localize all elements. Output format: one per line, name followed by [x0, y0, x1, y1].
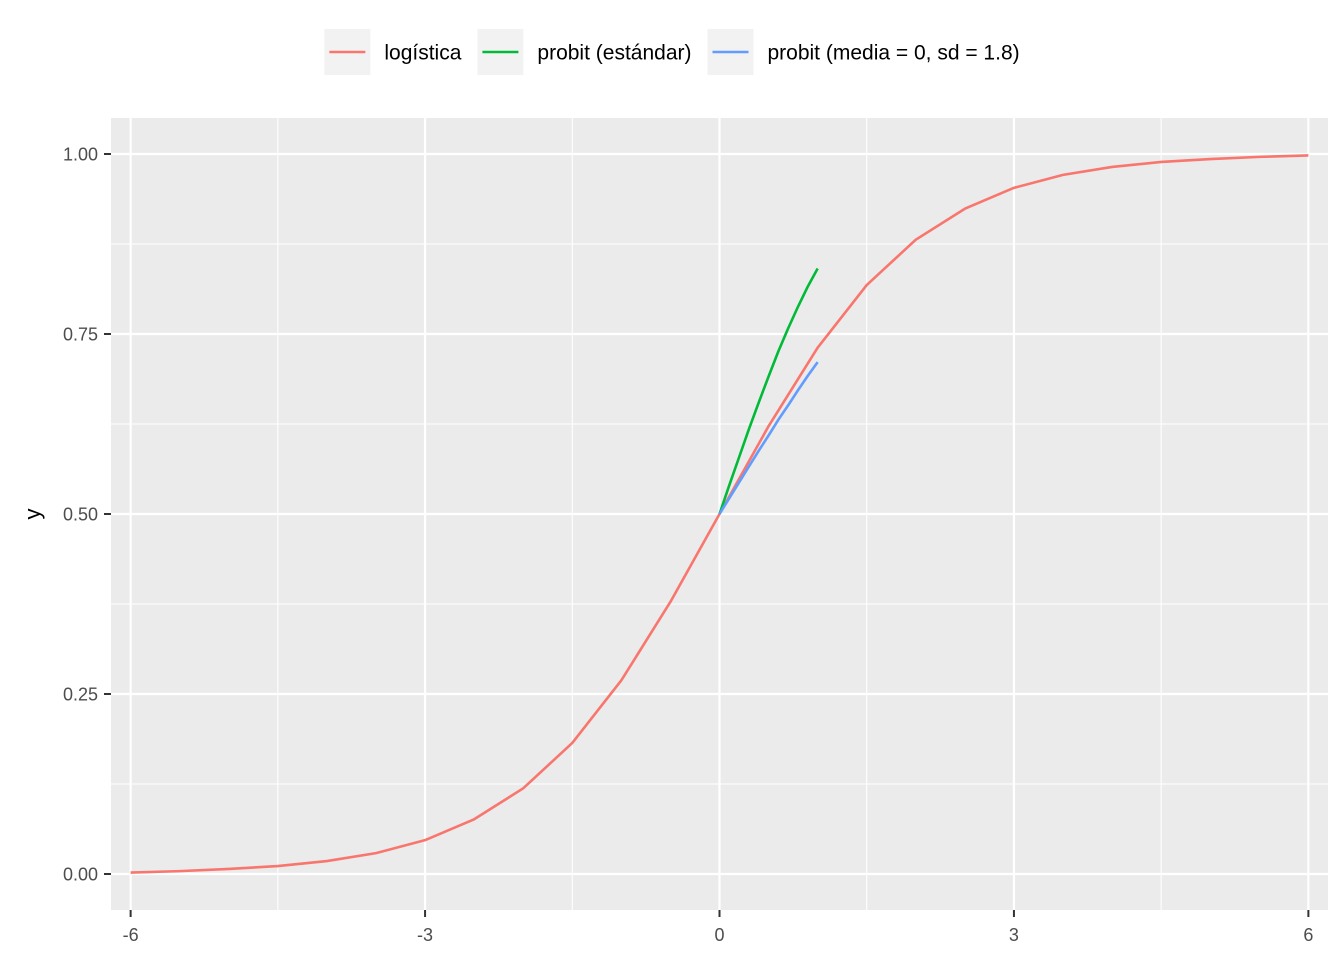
series-line-1	[718, 267, 819, 515]
legend-label: probit (media = 0, sd = 1.8)	[767, 42, 1019, 65]
y-tick-label: 0.75	[63, 325, 98, 345]
series-line-2	[718, 361, 819, 515]
series-layer	[130, 154, 1309, 874]
legend-item: logística	[324, 29, 462, 75]
x-axis: -6 -3 0 3 6	[123, 910, 1313, 945]
y-tick-label: 0.00	[63, 865, 98, 885]
y-axis-title: y	[20, 509, 45, 520]
y-tick-label: 0.50	[63, 505, 98, 525]
x-tick-label: -3	[417, 925, 433, 945]
x-tick-label: 0	[714, 925, 724, 945]
legend: logística probit (estándar) probit (media …	[324, 29, 1020, 75]
x-tick-label: 6	[1303, 925, 1313, 945]
x-tick-label: -6	[123, 925, 139, 945]
legend-label: probit (estándar)	[537, 42, 691, 65]
y-tick-label: 0.25	[63, 685, 98, 705]
legend-label: logística	[384, 42, 461, 65]
x-tick-label: 3	[1009, 925, 1019, 945]
legend-item: probit (media = 0, sd = 1.8)	[707, 29, 1020, 75]
y-axis: 0.00 0.25 0.50 0.75 1.00	[63, 145, 111, 885]
y-tick-label: 1.00	[63, 145, 98, 165]
legend-item: probit (estándar)	[477, 29, 691, 75]
